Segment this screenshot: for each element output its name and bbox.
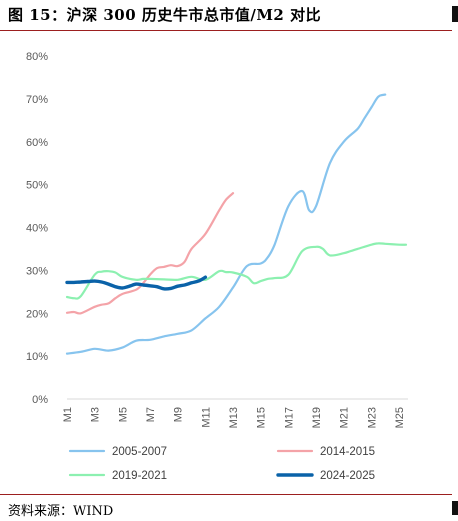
x-tick-label: M23 bbox=[366, 407, 378, 428]
x-tick-label: M5 bbox=[117, 407, 129, 422]
legend-item: 2024-2025 bbox=[276, 470, 375, 482]
line-chart: 0% 10% 20% 30% 40% 50% 60% 70% 80% M1 M3 M5 M7 M9 M11… bbox=[26, 51, 408, 482]
x-tick-label: M21 bbox=[339, 407, 351, 428]
x-tick-label: M19 bbox=[311, 407, 323, 428]
legend-label: 2019-2021 bbox=[112, 470, 167, 482]
y-tick-label: 0% bbox=[32, 394, 48, 406]
footer-rule bbox=[0, 494, 452, 495]
x-tick-label: M17 bbox=[283, 407, 295, 428]
y-tick-label: 20% bbox=[26, 308, 48, 320]
x-tick-label: M9 bbox=[173, 407, 185, 422]
legend-label: 2024-2025 bbox=[320, 470, 375, 482]
edge-marker-bottom bbox=[452, 501, 458, 515]
y-tick-label: 10% bbox=[26, 351, 48, 363]
x-tick-label: M11 bbox=[200, 407, 212, 428]
legend: 2005-2007 2014-2015 2019-2021 2024-2025 bbox=[68, 446, 375, 482]
y-tick-label: 60% bbox=[26, 137, 48, 149]
x-tick-label: M1 bbox=[62, 407, 74, 422]
series-line-2024-2025 bbox=[65, 275, 208, 291]
y-tick-label: 30% bbox=[26, 265, 48, 277]
legend-label: 2005-2007 bbox=[112, 446, 167, 458]
legend-item: 2014-2015 bbox=[276, 446, 375, 458]
edge-marker-top bbox=[452, 6, 458, 22]
title-rule bbox=[0, 30, 452, 31]
series-line-2014-2015 bbox=[65, 192, 235, 315]
x-tick-label: M7 bbox=[145, 407, 157, 422]
y-tick-label: 40% bbox=[26, 223, 48, 235]
x-tick-label: M3 bbox=[90, 407, 102, 422]
y-tick-label: 50% bbox=[26, 180, 48, 192]
x-tick-label: M15 bbox=[256, 407, 268, 428]
x-tick-label: M13 bbox=[228, 407, 240, 428]
title-bar: 图 15：沪深 300 历史牛市总市值/M2 对比 bbox=[0, 0, 458, 32]
x-tick-label: M25 bbox=[394, 407, 406, 428]
figure-title: 图 15：沪深 300 历史牛市总市值/M2 对比 bbox=[8, 6, 322, 24]
y-tick-label: 70% bbox=[26, 94, 48, 106]
series-line-2019-2021 bbox=[65, 242, 408, 300]
series-line-2005-2007 bbox=[65, 93, 387, 355]
legend-item: 2019-2021 bbox=[68, 470, 167, 482]
y-axis-ticks: 0% 10% 20% 30% 40% 50% 60% 70% 80% bbox=[26, 51, 48, 406]
series-layer bbox=[65, 93, 408, 355]
source-note: 资料来源：WIND bbox=[8, 504, 114, 519]
y-tick-label: 80% bbox=[26, 51, 48, 63]
legend-item: 2005-2007 bbox=[68, 446, 167, 458]
legend-label: 2014-2015 bbox=[320, 446, 375, 458]
x-axis-ticks: M1 M3 M5 M7 M9 M11 M13 M15 M17 M19 M21 M23 M25 bbox=[62, 407, 406, 428]
